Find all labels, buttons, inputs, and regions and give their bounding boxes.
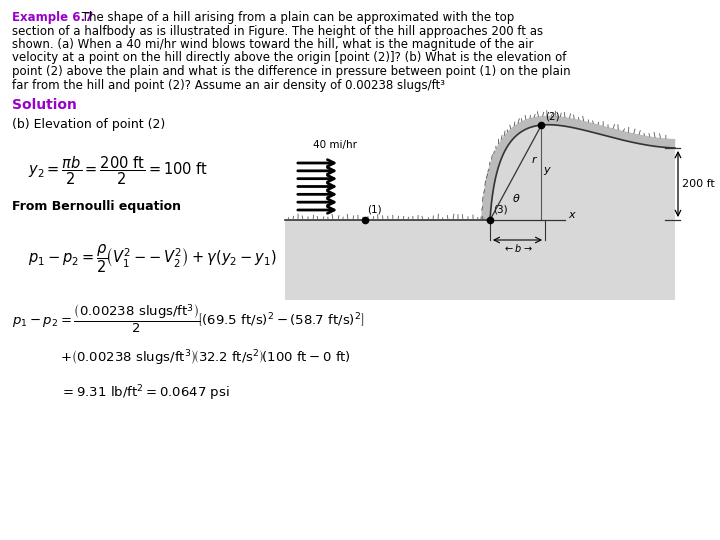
Text: $p_1 - p_2 = \dfrac{\rho}{2}\!\left(V_1^2 - \!-V_2^2\right) + \gamma\left(y_2 - : $p_1 - p_2 = \dfrac{\rho}{2}\!\left(V_1^… <box>28 242 276 274</box>
Text: $y_2 = \dfrac{\pi b}{2} = \dfrac{200\ \mathrm{ft}}{2} = 100\ \mathrm{ft}$: $y_2 = \dfrac{\pi b}{2} = \dfrac{200\ \m… <box>28 154 208 186</box>
Text: (1): (1) <box>367 204 382 214</box>
Text: $+\left(0.00238\ \mathrm{slugs/ft}^3\right)\!\left(32.2\ \mathrm{ft/s}^2\right)\: $+\left(0.00238\ \mathrm{slugs/ft}^3\rig… <box>60 348 351 368</box>
Text: (2): (2) <box>546 111 560 121</box>
Text: $x$: $x$ <box>568 210 577 220</box>
Text: section of a halfbody as is illustrated in Figure. The height of the hill approa: section of a halfbody as is illustrated … <box>12 24 543 37</box>
Text: 40 mi/hr: 40 mi/hr <box>313 140 357 150</box>
Text: far from the hill and point (2)? Assume an air density of 0.00238 slugs/ft³: far from the hill and point (2)? Assume … <box>12 78 445 91</box>
Polygon shape <box>481 116 675 220</box>
Polygon shape <box>285 125 675 300</box>
Text: $p_1 - p_2 = \dfrac{\left(0.00238\ \mathrm{slugs/ft}^3\right)}{2}\!\left[\left(6: $p_1 - p_2 = \dfrac{\left(0.00238\ \math… <box>12 302 364 335</box>
Text: velocity at a point on the hill directly above the origin [point (2)]? (b) What : velocity at a point on the hill directly… <box>12 51 567 64</box>
Text: (3): (3) <box>493 204 508 214</box>
Text: $r$: $r$ <box>531 153 538 165</box>
Text: $\leftarrow b \rightarrow$: $\leftarrow b \rightarrow$ <box>503 242 532 254</box>
Text: Example 6.7: Example 6.7 <box>12 11 94 24</box>
Text: Solution: Solution <box>12 98 77 112</box>
Text: $\theta$: $\theta$ <box>512 192 521 204</box>
Text: $y$: $y$ <box>544 165 552 177</box>
Text: shown. (a) When a 40 mi/hr wind blows toward the hill, what is the magnitude of : shown. (a) When a 40 mi/hr wind blows to… <box>12 38 534 51</box>
Text: From Bernoulli equation: From Bernoulli equation <box>12 200 181 213</box>
Bar <box>285 220 660 300</box>
Text: 200 ft: 200 ft <box>682 179 715 189</box>
Text: $= 9.31\ \mathrm{lb/ft}^2 = 0.0647\ \mathrm{psi}$: $= 9.31\ \mathrm{lb/ft}^2 = 0.0647\ \mat… <box>60 383 230 403</box>
Text: (b) Elevation of point (2): (b) Elevation of point (2) <box>12 118 166 131</box>
Text: The shape of a hill arising from a plain can be approximated with the top: The shape of a hill arising from a plain… <box>78 11 514 24</box>
Text: point (2) above the plain and what is the difference in pressure between point (: point (2) above the plain and what is th… <box>12 65 571 78</box>
